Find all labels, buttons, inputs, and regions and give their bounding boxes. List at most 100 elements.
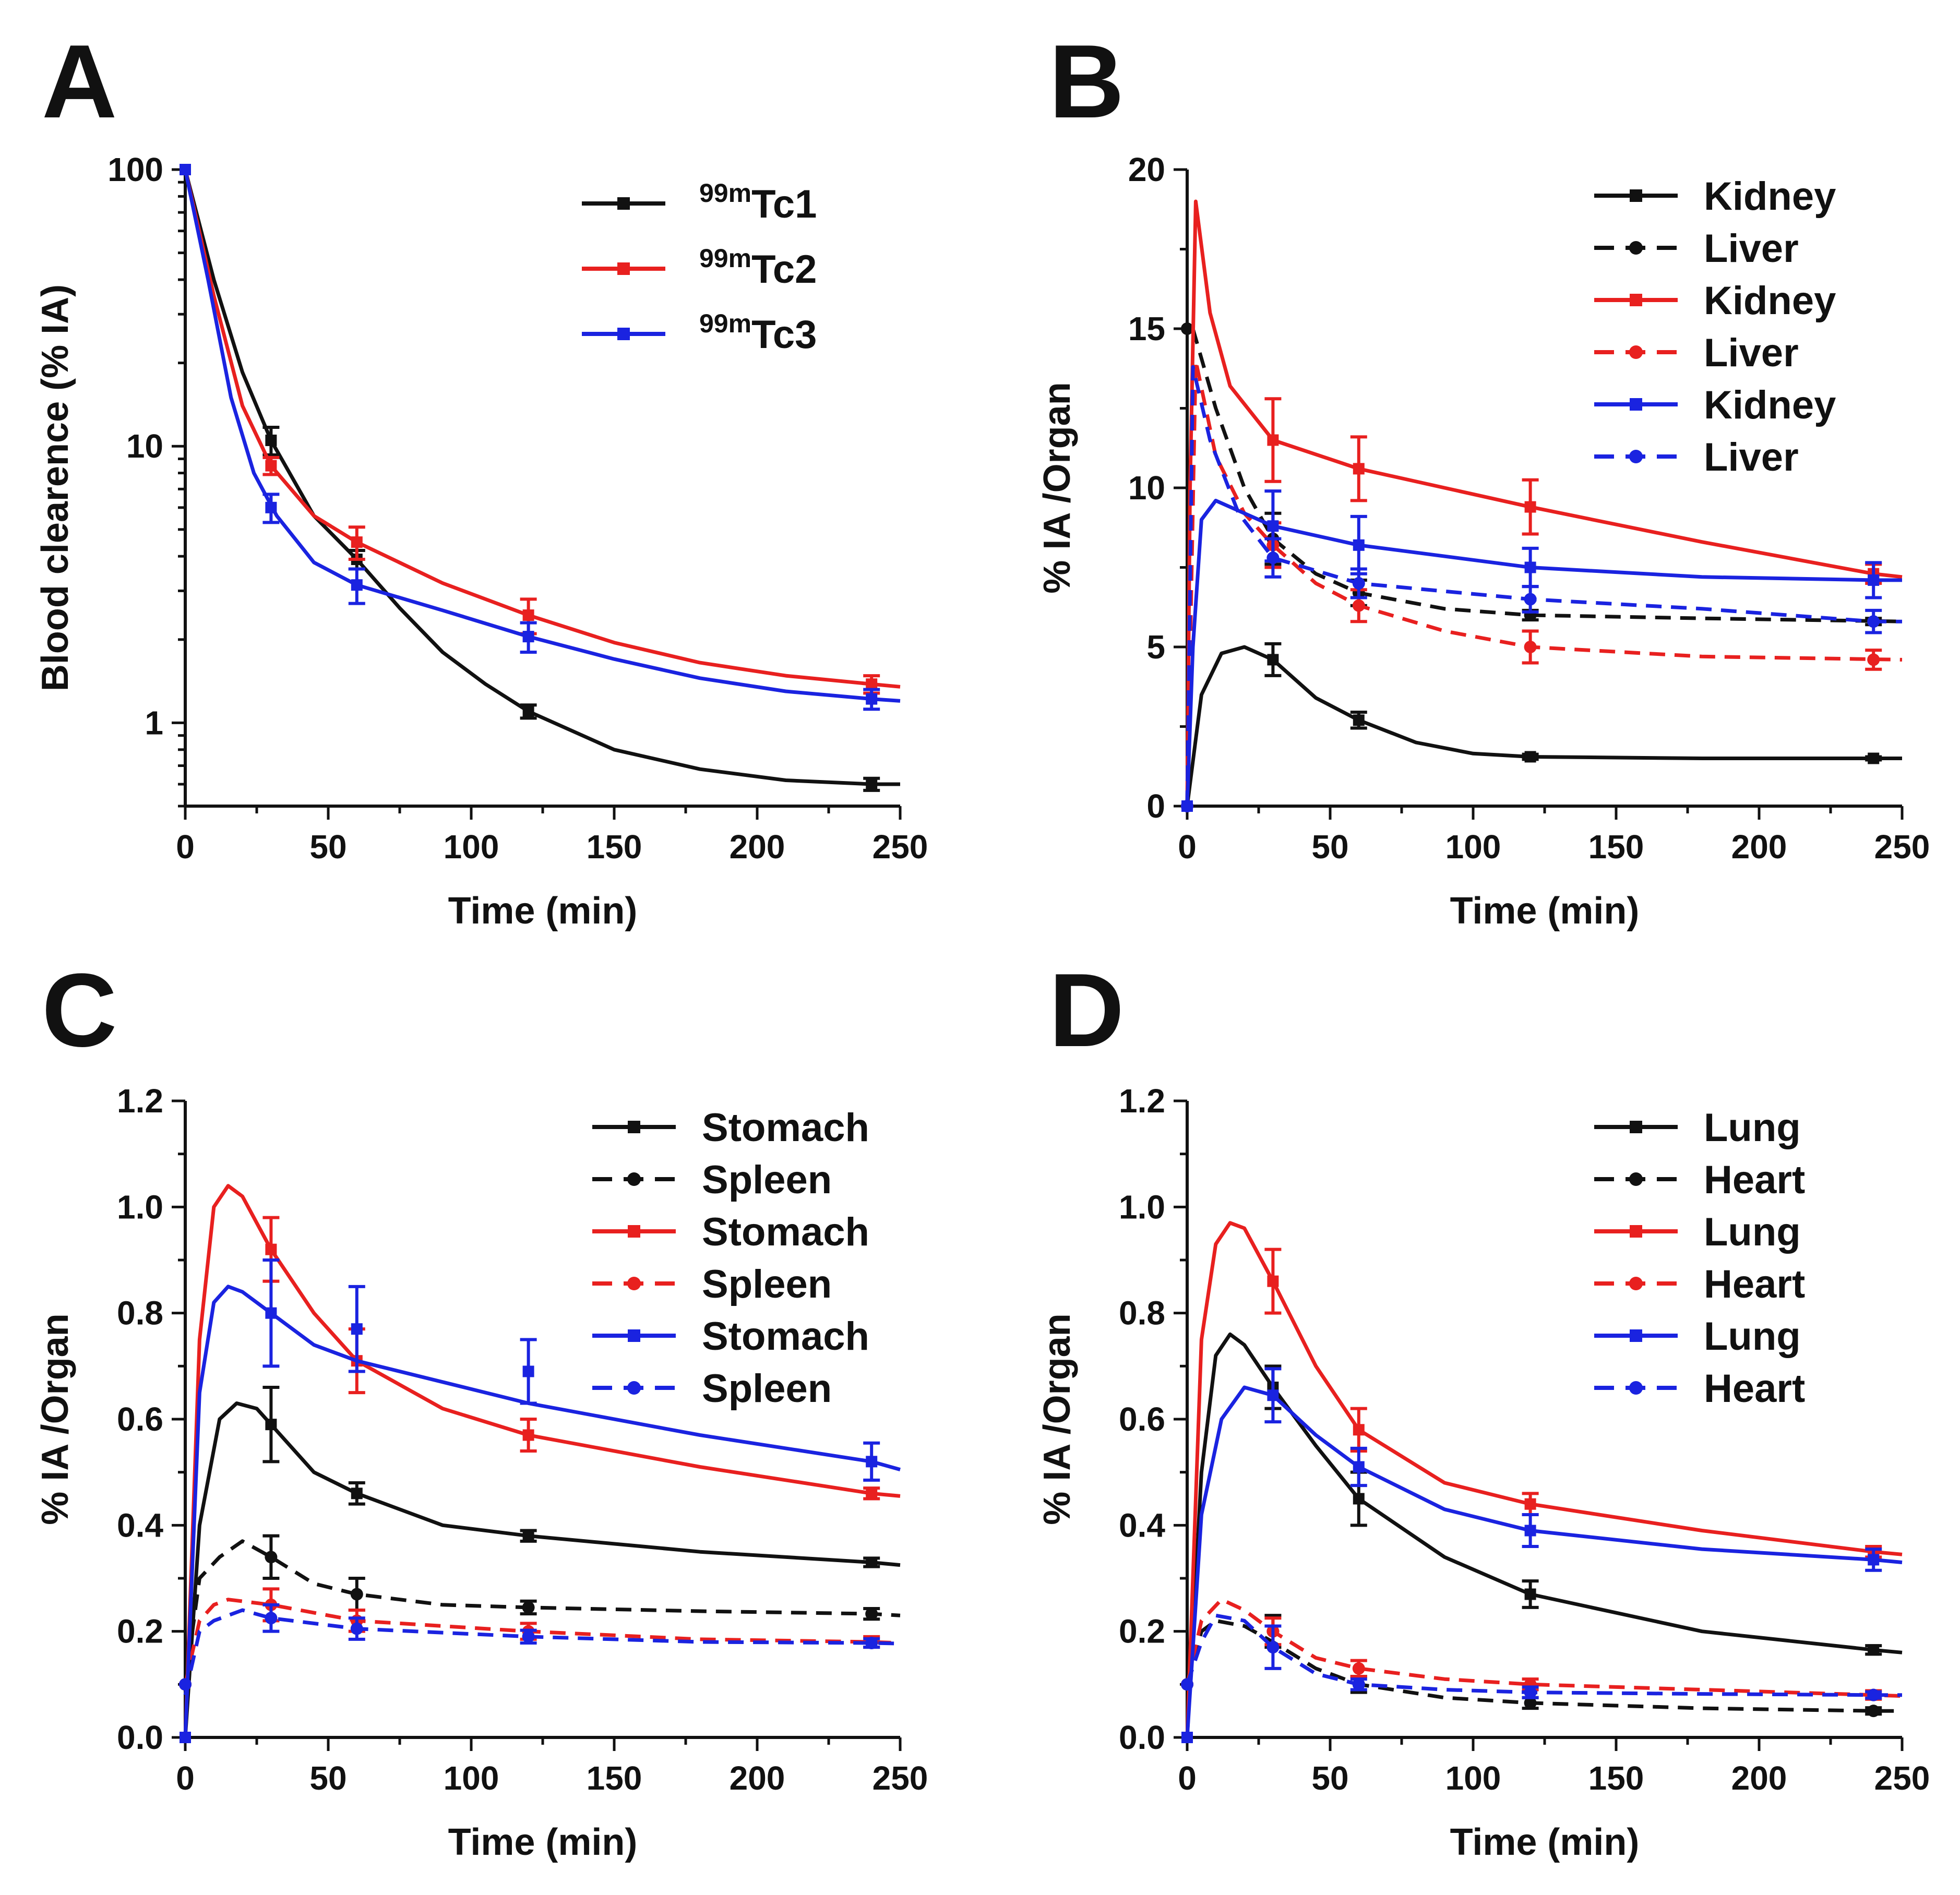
panel-c-line-blue-spleen bbox=[183, 1608, 901, 1696]
panel-d-legend-label: Lung bbox=[1704, 1106, 1801, 1150]
panel-d-data-point bbox=[1266, 1641, 1280, 1654]
panel-c-data-point bbox=[265, 1419, 277, 1431]
panel-c-data-point bbox=[865, 1608, 878, 1621]
panel-d-letter: D bbox=[1049, 952, 1124, 1069]
panel-d-data-point bbox=[1267, 1275, 1279, 1287]
panel-b-data-point bbox=[1868, 574, 1880, 586]
panel-c-legend-marker bbox=[627, 1277, 641, 1290]
panel-c: C 0 50 100 150 200 250 0.0 0.2 0.4 0.6 0.8 1.0 1.2 Tim… bbox=[34, 952, 928, 1863]
panel-d-line-blue-lung bbox=[1185, 1385, 1903, 1738]
panel-b-data-point bbox=[1524, 561, 1536, 573]
panel-c-legend-label: Spleen bbox=[702, 1158, 832, 1202]
panel-d-legend-marker bbox=[1630, 1329, 1642, 1342]
panel-a-data-point bbox=[351, 536, 363, 548]
panel-d-legend-label: Lung bbox=[1704, 1210, 1801, 1254]
panel-c-y-tick-label: 0.2 bbox=[117, 1613, 163, 1650]
panel-d-legend: Lung Heart Lung Heart Lung Heart bbox=[1594, 1106, 1805, 1411]
panel-d-y-tick-label: 0.4 bbox=[1119, 1506, 1165, 1544]
panel-c-data-point bbox=[866, 1456, 878, 1468]
panel-d-series-blue-heart bbox=[1181, 1613, 1902, 1701]
panel-c-data-point bbox=[350, 1588, 363, 1601]
panel-a-x-tick-label: 250 bbox=[873, 828, 928, 866]
panel-b-x-axis-title: Time (min) bbox=[1450, 890, 1640, 932]
panel-d-data-point bbox=[1267, 1389, 1279, 1401]
panel-d-legend-marker bbox=[1629, 1381, 1643, 1395]
panel-b-legend-label: Kidney bbox=[1704, 383, 1836, 427]
panel-d-data-point bbox=[1524, 1696, 1537, 1709]
panel-a-legend-sup: 99m bbox=[699, 178, 751, 208]
panel-c-data-point bbox=[865, 1637, 878, 1650]
panel-b-data-point bbox=[1181, 322, 1193, 335]
panel-a-data-point bbox=[522, 631, 534, 643]
panel-d-data-point bbox=[1524, 1525, 1536, 1537]
panel-c-data-point bbox=[265, 1243, 277, 1255]
panel-b-line-red-kidney bbox=[1185, 199, 1903, 807]
panel-b-legend-marker bbox=[1630, 294, 1642, 306]
panel-c-line-red-stomach bbox=[183, 1184, 901, 1738]
panel-b-data-point bbox=[1352, 577, 1365, 590]
panel-d-legend-marker bbox=[1629, 1172, 1643, 1186]
panel-d-y-tick-label: 0.8 bbox=[1119, 1294, 1165, 1332]
panel-a: A 0 50 100 150 200 250 1 10 100 Time (min) Blood cl… bbox=[34, 23, 928, 932]
panel-b-x-tick-label: 250 bbox=[1874, 828, 1930, 866]
panel-c-series-black-stomach bbox=[180, 1386, 901, 1743]
panel-b-data-point bbox=[1267, 654, 1279, 666]
panel-a-data-point bbox=[265, 460, 277, 472]
panel-b-data-point bbox=[1181, 800, 1193, 812]
panel-a-legend-name: Tc3 bbox=[751, 313, 817, 357]
panel-a-data-point bbox=[866, 678, 878, 690]
panel-a-x-axis-title: Time (min) bbox=[448, 890, 638, 932]
panel-b: B 0 50 100 150 200 250 0 5 10 15 20 Time (min) % IA /… bbox=[1036, 23, 1930, 932]
panel-d-x-axis-title: Time (min) bbox=[1450, 1821, 1640, 1863]
panel-a-data-point bbox=[522, 705, 534, 717]
panel-d-legend-label: Heart bbox=[1704, 1366, 1805, 1411]
panel-b-data-point bbox=[1524, 641, 1537, 653]
panel-a-y-axis-title: Blood clearence (% IA) bbox=[34, 284, 76, 691]
panel-b-line-blue-liver bbox=[1185, 365, 1902, 807]
panel-d: D 0 50 100 150 200 250 0.0 0.2 0.4 0.6 0.8 1.0 1.2 Tim… bbox=[1036, 952, 1930, 1863]
panel-b-line-red-liver bbox=[1185, 358, 1903, 807]
panel-c-line-black-stomach bbox=[183, 1401, 901, 1738]
panel-a-data-point bbox=[351, 579, 363, 591]
panel-c-data-point bbox=[522, 1365, 534, 1377]
panel-b-x-tick-label: 100 bbox=[1445, 828, 1501, 866]
panel-b-legend-marker bbox=[1629, 450, 1643, 463]
panel-d-x-tick-label: 50 bbox=[1311, 1759, 1348, 1797]
panel-d-line-black-lung bbox=[1185, 1332, 1903, 1738]
panel-d-line-blue-heart bbox=[1185, 1613, 1902, 1697]
panel-a-y-tick-label: 1 bbox=[145, 704, 163, 741]
panel-a-data-point bbox=[265, 501, 277, 513]
panel-c-data-point bbox=[265, 1307, 277, 1319]
panel-d-legend-label: Heart bbox=[1704, 1262, 1805, 1306]
panel-b-legend-label: Kidney bbox=[1704, 279, 1836, 323]
panel-b-line-black-kidney bbox=[1185, 645, 1902, 807]
panel-b-legend-marker bbox=[1629, 241, 1643, 255]
panel-d-series-blue-lung bbox=[1181, 1367, 1903, 1743]
panel-d-y-tick-label: 1.2 bbox=[1119, 1082, 1165, 1120]
panel-b-x-tick-label: 150 bbox=[1588, 828, 1644, 866]
panel-d-data-point bbox=[1181, 1678, 1193, 1691]
panel-c-data-point bbox=[350, 1622, 363, 1635]
panel-c-legend-label: Stomach bbox=[702, 1210, 869, 1254]
panel-d-y-tick-label: 1.0 bbox=[1119, 1188, 1165, 1226]
panel-a-data-point bbox=[265, 434, 277, 446]
panel-c-legend-marker bbox=[628, 1225, 640, 1238]
panel-c-line-black-spleen bbox=[183, 1539, 901, 1685]
panel-c-legend-marker bbox=[627, 1172, 641, 1186]
panel-b-data-point bbox=[1353, 463, 1365, 475]
panel-d-line-red-lung bbox=[1185, 1221, 1903, 1738]
panel-d-data-point bbox=[1353, 1424, 1365, 1436]
panel-b-legend-label: Kidney bbox=[1704, 174, 1836, 219]
panel-b-data-point bbox=[1524, 751, 1536, 763]
panel-c-y-tick-label: 1.2 bbox=[117, 1082, 163, 1120]
panel-c-x-tick-label: 100 bbox=[444, 1759, 499, 1797]
panel-c-x-tick-label: 0 bbox=[176, 1759, 195, 1797]
panel-b-data-point bbox=[1266, 551, 1280, 565]
panel-a-x-tick-label: 0 bbox=[176, 828, 195, 866]
panel-d-legend-label: Heart bbox=[1704, 1158, 1805, 1202]
panel-d-data-point bbox=[1524, 1498, 1536, 1510]
panel-d-data-point bbox=[1867, 1705, 1880, 1718]
panel-c-data-point bbox=[522, 1530, 534, 1542]
panel-b-legend-label: Liver bbox=[1704, 331, 1799, 375]
